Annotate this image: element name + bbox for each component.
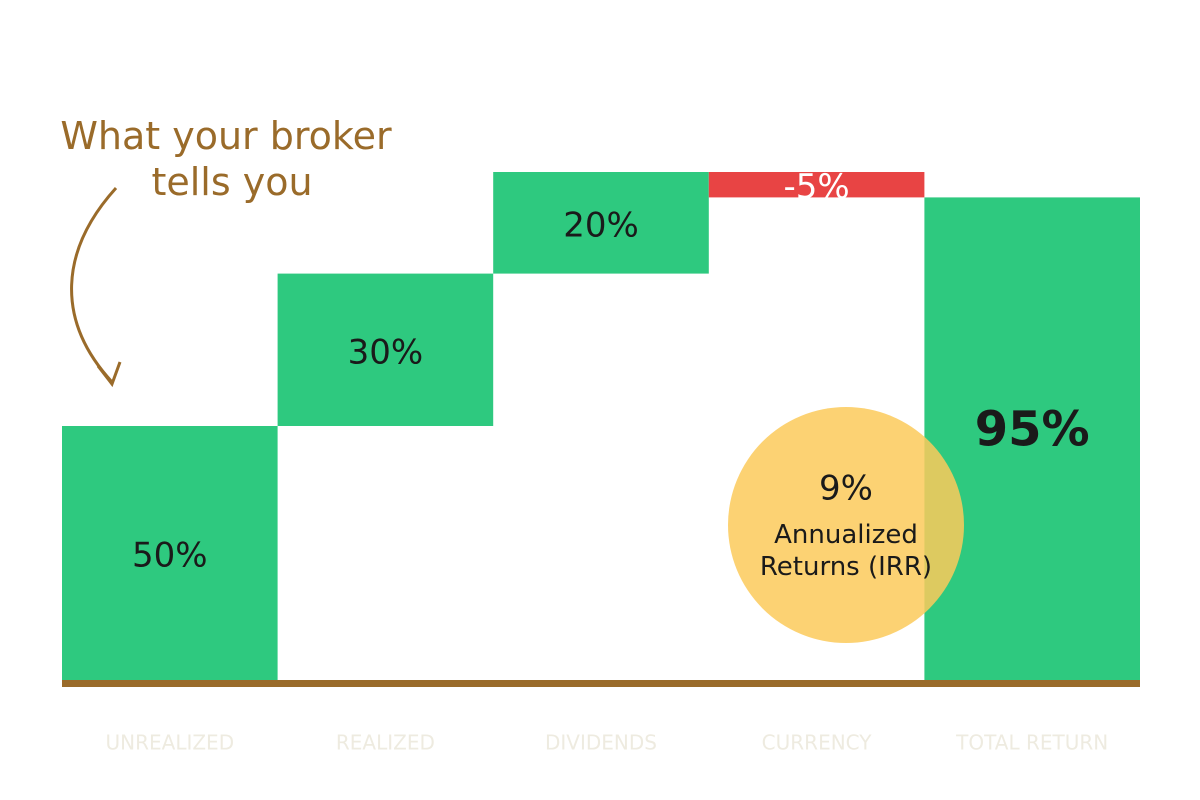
irr-value: 9% bbox=[819, 469, 873, 509]
x-tick-label: DIVIDENDS bbox=[545, 731, 657, 755]
value-label: 95% bbox=[975, 401, 1090, 457]
bars bbox=[62, 172, 1140, 680]
bar bbox=[924, 197, 1140, 680]
irr-text-line: Returns (IRR) bbox=[760, 552, 932, 582]
x-tick-label: CURRENCY bbox=[762, 731, 873, 755]
x-tick-label: REALIZED bbox=[336, 731, 435, 755]
annotation-arrow bbox=[70, 186, 118, 384]
bar bbox=[277, 273, 494, 426]
annotation: What your broker tells you bbox=[60, 114, 403, 204]
bar bbox=[493, 172, 709, 274]
x-tick-label: TOTAL RETURN bbox=[955, 731, 1108, 755]
arrow-head bbox=[96, 361, 122, 388]
value-label: 30% bbox=[348, 332, 424, 372]
x-tick-label: UNREALIZED bbox=[106, 731, 235, 755]
annotation-line: tells you bbox=[151, 160, 312, 204]
value-label: 50% bbox=[132, 536, 208, 576]
bar bbox=[708, 172, 925, 198]
irr-text: Annualized Returns (IRR) bbox=[760, 520, 932, 582]
baseline bbox=[62, 680, 1140, 687]
annotation-line: What your broker bbox=[60, 114, 392, 158]
irr-text-line: Annualized bbox=[774, 520, 918, 550]
value-label: 20% bbox=[563, 205, 639, 245]
value-label: -5% bbox=[783, 167, 849, 207]
irr-bubble bbox=[728, 407, 964, 643]
bar bbox=[62, 426, 278, 680]
labels: 50% UNREALIZED 30% REALIZED 20% DIVIDENDS -5% C… bbox=[106, 167, 1109, 754]
